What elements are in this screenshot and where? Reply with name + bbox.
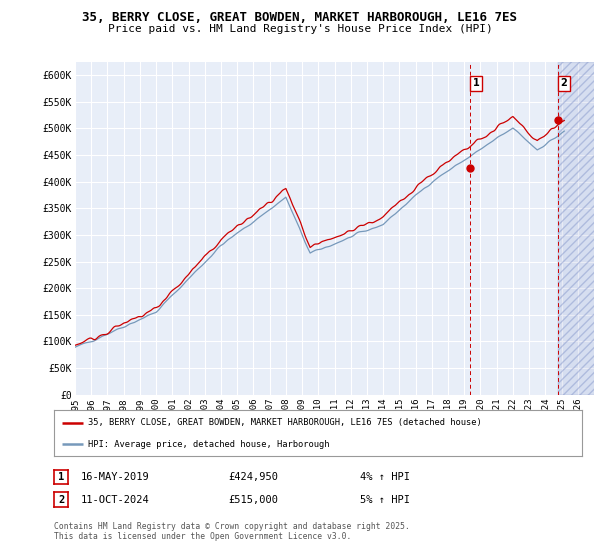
Text: 2: 2	[560, 78, 568, 88]
Text: 35, BERRY CLOSE, GREAT BOWDEN, MARKET HARBOROUGH, LE16 7ES: 35, BERRY CLOSE, GREAT BOWDEN, MARKET HA…	[83, 11, 517, 24]
Text: 5% ↑ HPI: 5% ↑ HPI	[360, 494, 410, 505]
Text: Price paid vs. HM Land Registry's House Price Index (HPI): Price paid vs. HM Land Registry's House …	[107, 24, 493, 34]
Bar	[558, 62, 600, 395]
Text: 16-MAY-2019: 16-MAY-2019	[81, 472, 150, 482]
Text: 2: 2	[58, 494, 64, 505]
Text: 1: 1	[473, 78, 479, 88]
Text: £515,000: £515,000	[228, 494, 278, 505]
Text: 4% ↑ HPI: 4% ↑ HPI	[360, 472, 410, 482]
Text: Contains HM Land Registry data © Crown copyright and database right 2025.
This d: Contains HM Land Registry data © Crown c…	[54, 522, 410, 542]
Text: £424,950: £424,950	[228, 472, 278, 482]
Text: 35, BERRY CLOSE, GREAT BOWDEN, MARKET HARBOROUGH, LE16 7ES (detached house): 35, BERRY CLOSE, GREAT BOWDEN, MARKET HA…	[88, 418, 482, 427]
Bar	[558, 62, 600, 395]
Text: HPI: Average price, detached house, Harborough: HPI: Average price, detached house, Harb…	[88, 440, 330, 449]
Text: 1: 1	[58, 472, 64, 482]
Text: 11-OCT-2024: 11-OCT-2024	[81, 494, 150, 505]
